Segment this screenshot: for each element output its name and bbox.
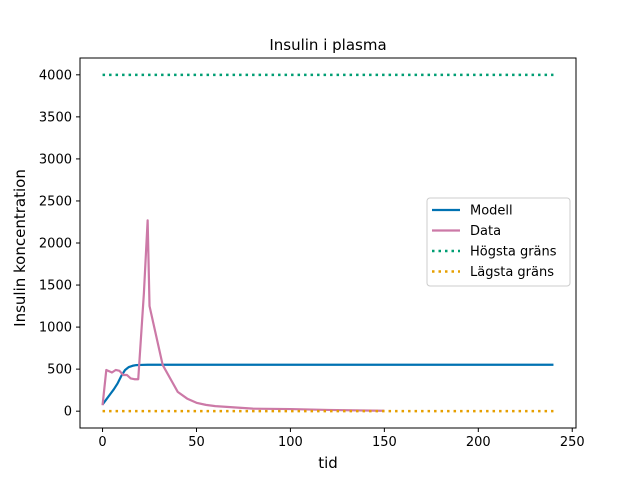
y-tick-label: 1000: [39, 321, 72, 336]
x-tick-label: 250: [560, 435, 585, 450]
x-tick-label: 0: [98, 435, 106, 450]
x-tick-label: 50: [188, 435, 205, 450]
y-tick-label: 3000: [39, 152, 72, 167]
legend-label: Modell: [470, 204, 513, 219]
legend-label: Lägsta gräns: [470, 265, 554, 280]
x-axis-label: tid: [318, 454, 338, 472]
y-tick-label: 3500: [39, 110, 72, 125]
x-tick-label: 100: [278, 435, 303, 450]
y-tick-label: 1500: [39, 279, 72, 294]
chart-title: Insulin i plasma: [269, 36, 386, 54]
plot-area: 0 50 100 150 200 2500500100015002000250030003…: [39, 57, 585, 450]
legend-label: Data: [470, 224, 501, 239]
x-tick-label: 150: [372, 435, 397, 450]
legend-label: Högsta gräns: [470, 245, 557, 260]
y-tick-label: 500: [47, 363, 72, 378]
series-line-1: [101, 219, 385, 412]
series-line-0: [101, 363, 554, 406]
y-tick-label: 0: [64, 405, 72, 420]
y-tick-label: 2500: [39, 194, 72, 209]
legend: Modell Data Högsta gräns Lägsta gräns: [426, 197, 571, 287]
x-tick-label: 200: [466, 435, 491, 450]
y-axis-label: Insulin koncentration: [11, 169, 29, 327]
y-tick-label: 2000: [39, 237, 72, 252]
y-tick-label: 4000: [39, 68, 72, 83]
legend-box: [426, 197, 571, 287]
